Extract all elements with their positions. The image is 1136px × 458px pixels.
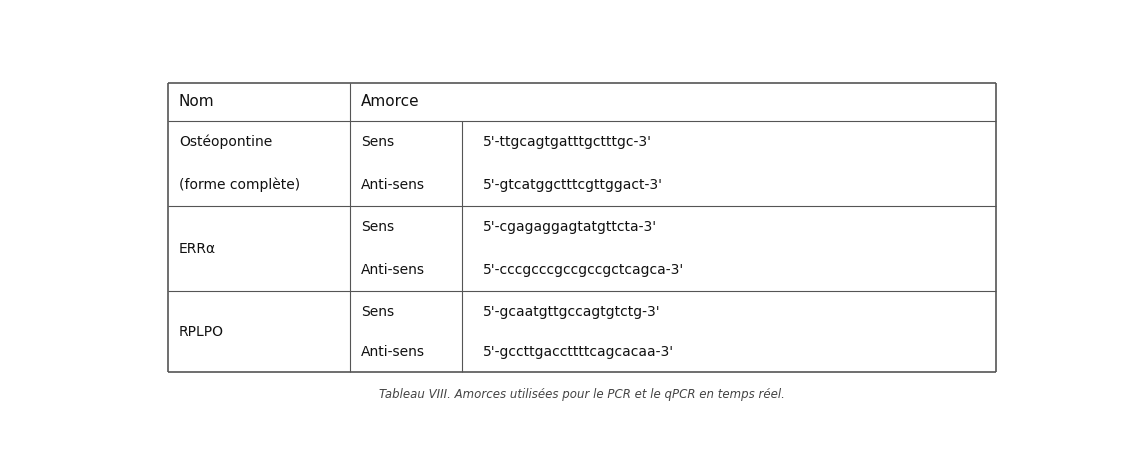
Text: 5'-gtcatggctttcgttggact-3': 5'-gtcatggctttcgttggact-3' <box>483 178 663 192</box>
Text: 5'-gccttgaccttttcagcacaa-3': 5'-gccttgaccttttcagcacaa-3' <box>483 345 675 359</box>
Text: Sens: Sens <box>361 135 394 149</box>
Text: Sens: Sens <box>361 220 394 234</box>
Text: Nom: Nom <box>179 94 215 109</box>
Text: Tableau VIII. Amorces utilisées pour le PCR et le qPCR en temps réel.: Tableau VIII. Amorces utilisées pour le … <box>379 388 785 401</box>
Text: Anti-sens: Anti-sens <box>361 345 425 359</box>
Text: RPLPO: RPLPO <box>179 325 224 339</box>
Text: (forme complète): (forme complète) <box>179 178 300 192</box>
Text: 5'-cccgcccgccgccgctcagca-3': 5'-cccgcccgccgccgctcagca-3' <box>483 263 685 277</box>
Text: Anti-sens: Anti-sens <box>361 178 425 192</box>
Text: Anti-sens: Anti-sens <box>361 263 425 277</box>
Text: Amorce: Amorce <box>361 94 419 109</box>
Text: 5'-gcaatgttgccagtgtctg-3': 5'-gcaatgttgccagtgtctg-3' <box>483 305 661 319</box>
Text: Ostéopontine: Ostéopontine <box>179 135 273 149</box>
Text: 5'-cgagaggagtatgttcta-3': 5'-cgagaggagtatgttcta-3' <box>483 220 658 234</box>
Text: 5'-ttgcagtgatttgctttgc-3': 5'-ttgcagtgatttgctttgc-3' <box>483 135 652 149</box>
Text: Sens: Sens <box>361 305 394 319</box>
Text: ERRα: ERRα <box>179 242 216 256</box>
